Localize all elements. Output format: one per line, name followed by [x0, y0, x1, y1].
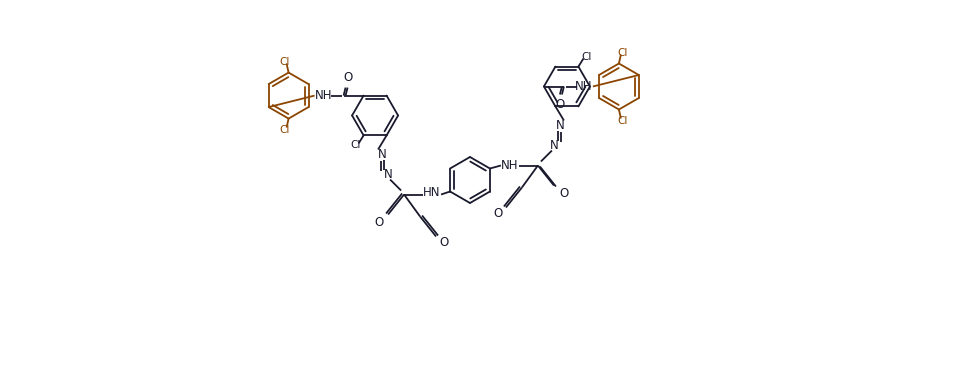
Text: NH: NH [575, 80, 593, 93]
Text: Cl: Cl [581, 52, 592, 62]
Text: O: O [555, 98, 565, 111]
Text: Cl: Cl [618, 48, 628, 57]
Text: Cl: Cl [350, 140, 361, 150]
Text: N: N [384, 168, 392, 181]
Text: HN: HN [423, 186, 441, 199]
Text: O: O [343, 71, 352, 84]
Text: O: O [493, 207, 503, 220]
Text: Cl: Cl [618, 116, 628, 126]
Text: NH: NH [315, 89, 333, 102]
Text: N: N [378, 148, 386, 161]
Text: N: N [555, 119, 564, 132]
Text: O: O [559, 187, 569, 200]
Text: N: N [550, 139, 558, 152]
Text: Cl: Cl [279, 124, 290, 135]
Text: NH: NH [502, 159, 519, 172]
Text: Cl: Cl [279, 57, 290, 67]
Text: O: O [374, 216, 384, 229]
Text: O: O [439, 236, 449, 249]
